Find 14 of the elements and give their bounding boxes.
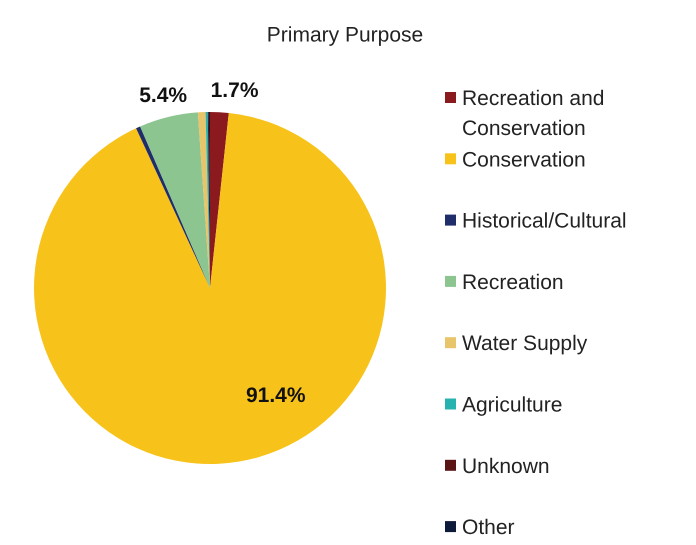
pie-slice <box>34 113 386 464</box>
legend-label: Other <box>462 516 515 539</box>
chart-title: Primary Purpose <box>266 24 424 46</box>
legend-label: Historical/Cultural <box>462 209 627 232</box>
legend-label: Water Supply <box>462 332 588 355</box>
pie-slice <box>210 112 229 288</box>
legend-label: Agriculture <box>462 393 562 416</box>
data-label: 1.7% <box>210 78 259 102</box>
legend-label: Recreation and Conservation <box>462 86 604 140</box>
legend-label: Recreation <box>462 270 564 294</box>
data-label: 5.4% <box>139 84 188 108</box>
legend-label: Conservation <box>462 148 586 171</box>
data-label: 91.4% <box>246 384 306 408</box>
legend-label: Unknown <box>462 454 550 478</box>
